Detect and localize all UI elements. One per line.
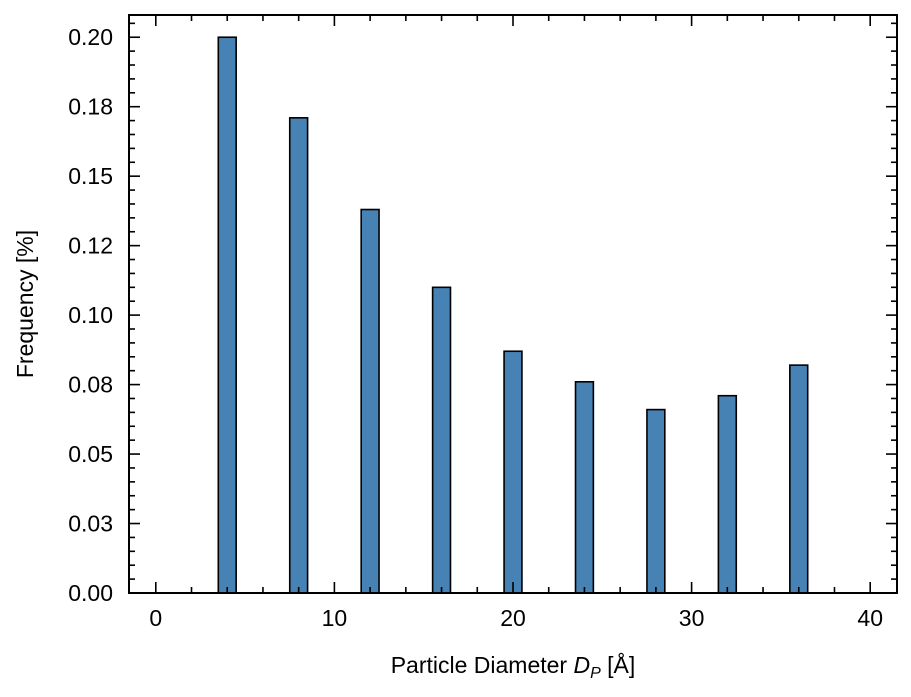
x-axis-label-prefix: Particle Diameter xyxy=(391,652,574,678)
x-tick-labels: 0 10 20 30 40 xyxy=(149,605,883,631)
x-axis-label: Particle Diameter DP [Å] xyxy=(391,651,636,682)
histogram-bar xyxy=(360,208,380,594)
plot-frame xyxy=(128,14,898,594)
histogram-bar xyxy=(503,350,523,594)
histogram-bar xyxy=(431,286,452,594)
x-tick-label: 0 xyxy=(149,605,162,631)
y-tick-label: 0.08 xyxy=(68,372,113,398)
x-tick-label: 30 xyxy=(679,605,705,631)
y-tick-label: 0.15 xyxy=(68,163,113,189)
x-axis-label-unit: [Å] xyxy=(601,651,636,678)
y-axis-label: Frequency [%] xyxy=(12,230,38,378)
y-tick-label: 0.18 xyxy=(68,94,113,120)
histogram-bar xyxy=(717,394,738,594)
x-tick-label: 40 xyxy=(857,605,883,631)
x-tick-label: 20 xyxy=(500,605,526,631)
y-tick-label: 0.00 xyxy=(68,580,113,606)
y-tick-label: 0.10 xyxy=(68,302,113,328)
histogram-bar xyxy=(574,381,595,594)
x-axis-label-symbol: D xyxy=(573,652,590,678)
y-tick-label: 0.05 xyxy=(68,441,113,467)
y-tick-label: 0.03 xyxy=(68,511,113,537)
x-tick-label: 10 xyxy=(322,605,348,631)
histogram-bar xyxy=(217,36,237,594)
y-tick-label: 0.20 xyxy=(68,24,113,50)
histogram-bar xyxy=(288,117,309,594)
bars-group xyxy=(217,36,809,594)
y-tick-label: 0.12 xyxy=(68,233,113,259)
histogram-bar xyxy=(789,364,809,594)
histogram-bar xyxy=(646,408,666,594)
y-tick-labels: 0.00 0.03 0.05 0.08 0.10 0.12 0.15 0.18 0.20 xyxy=(68,24,113,606)
x-axis-label-subscript: P xyxy=(590,665,601,682)
